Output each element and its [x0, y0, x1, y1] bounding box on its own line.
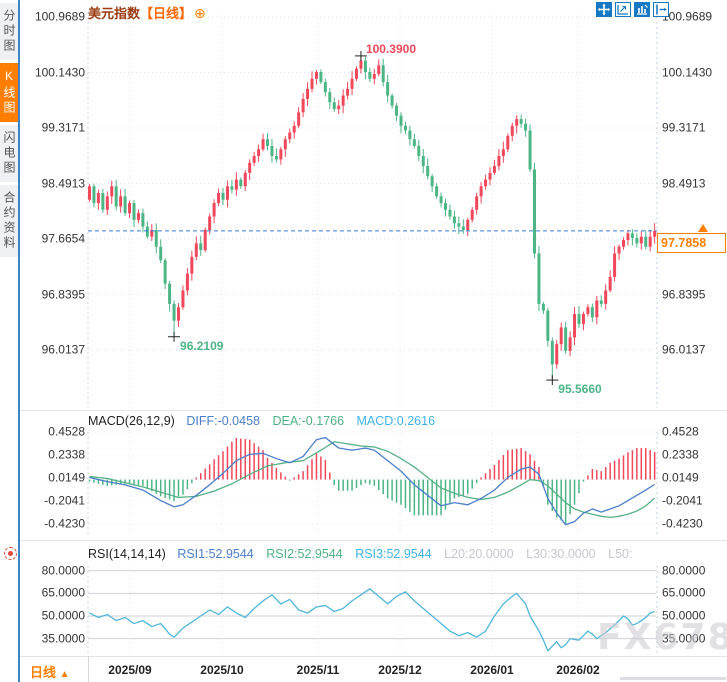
region-zoom-tool-icon[interactable]	[615, 2, 631, 17]
main-y-axis-label-left: 100.1430	[24, 66, 86, 79]
rsi-line	[89, 587, 655, 652]
x-axis-label: 2025/11	[296, 663, 340, 677]
macd-dea-value: DEA:-0.1766	[272, 414, 345, 428]
rsi3-value: RSI3:52.9544	[355, 547, 432, 561]
main-y-axis-label-left: 98.4913	[24, 177, 86, 190]
horizontal-scrollbar[interactable]	[620, 677, 726, 680]
rsi-y-axis-label-right: 50.0000	[661, 608, 707, 623]
axis-separator	[20, 656, 727, 657]
rsi1-value: RSI1:52.9544	[177, 547, 254, 561]
sidebar-tab-candlestick[interactable]: K线图	[0, 63, 18, 122]
rsi-l50-value: L50:	[608, 547, 633, 561]
main-y-axis-label-left: 100.9689	[24, 10, 86, 24]
x-axis-label: 2025/09	[108, 663, 152, 677]
macd-y-axis-label-right: -0.4230	[661, 516, 704, 531]
candles-layer	[88, 55, 657, 381]
x-axis-label: 2025/10	[200, 663, 244, 677]
x-axis-label: 2026/01	[470, 663, 514, 677]
main-y-axis-label-left: 97.6654	[24, 232, 86, 246]
grid-layer	[84, 12, 663, 653]
macd-y-axis-label-right: 0.2338	[661, 447, 700, 462]
macd-macd-value: MACD:0.2616	[356, 414, 436, 428]
extreme-annotation-low: 96.2109	[180, 338, 224, 353]
macd-histogram	[88, 438, 656, 524]
macd-y-axis-label-right: 0.0149	[661, 470, 700, 485]
main-y-axis-label-right: 96.8395	[661, 287, 707, 301]
indicator-flag-icon[interactable]	[4, 547, 17, 560]
rsi-y-axis-label-right: 35.0000	[661, 631, 707, 646]
exit-tool-icon[interactable]	[653, 2, 669, 17]
watermark: FX678	[597, 617, 727, 658]
sidebar-tab-contract-info[interactable]: 合约资料	[0, 185, 18, 257]
main-y-axis-label-right: 96.0137	[661, 342, 707, 357]
rsi2-value: RSI2:52.9544	[266, 547, 343, 561]
rsi-y-axis-label-left: 50.0000	[24, 609, 86, 623]
bottom-cell-divider	[88, 656, 89, 682]
rsi-y-axis-label-left: 80.0000	[24, 564, 86, 578]
extreme-markers	[168, 50, 559, 386]
sidebar-tab-timeline[interactable]: 分时图	[0, 3, 18, 60]
symbol-title: 美元指数	[88, 6, 141, 21]
rsi-y-axis-label-right: 80.0000	[661, 563, 707, 578]
macd-y-axis-label-right: 0.4528	[661, 424, 700, 439]
sidebar-tab-flash[interactable]: 闪电图	[0, 125, 18, 182]
interval-tag: 【日线】	[140, 6, 193, 21]
macd-header: MACD(26,12,9) DIFF:-0.0458 DEA:-0.1766 M…	[88, 414, 435, 428]
macd-y-axis-label-left: -0.4230	[24, 517, 86, 531]
extreme-annotation-low: 95.5660	[558, 382, 602, 397]
main-y-axis-label-right: 98.4913	[661, 176, 707, 190]
macd-y-axis-label-left: 0.2338	[24, 448, 86, 462]
interval-arrow-icon: ▲	[59, 669, 70, 680]
main-y-axis-label-right: 100.9689	[661, 9, 714, 24]
x-axis-label: 2025/12	[378, 663, 422, 677]
main-y-axis-label-right: 100.1430	[661, 65, 714, 79]
macd-y-axis-label-left: 0.0149	[24, 471, 86, 485]
price-marker-arrow-icon	[698, 224, 708, 232]
rsi-y-axis-label-left: 35.0000	[24, 632, 86, 646]
add-indicator-icon[interactable]: ⊕	[194, 5, 206, 21]
rsi-header: RSI(14,14,14) RSI1:52.9544 RSI2:52.9544 …	[88, 547, 632, 561]
macd-y-axis-label-right: -0.2041	[661, 493, 704, 508]
chart-style-tool-icon[interactable]	[634, 2, 650, 17]
main-y-axis-label-left: 96.0137	[24, 343, 86, 357]
macd-y-axis-label-left: 0.4528	[24, 425, 86, 439]
macd-dea-line	[89, 441, 656, 519]
interval-label: 日线	[30, 665, 57, 680]
main-y-axis-label-left: 99.3171	[24, 121, 86, 135]
macd-y-axis-label-left: -0.2041	[24, 494, 86, 508]
move-tool-icon[interactable]	[596, 2, 612, 17]
macd-diff-line	[89, 436, 656, 526]
rsi-title: RSI(14,14,14)	[88, 547, 166, 561]
current-price-box: 97.7858	[657, 233, 726, 253]
interval-selector[interactable]: 日线 ▲	[30, 662, 70, 681]
rsi-y-axis-label-right: 65.0000	[661, 585, 707, 600]
rsi-y-axis-label-left: 65.0000	[24, 586, 86, 600]
extreme-annotation-high: 100.3900	[365, 41, 416, 56]
macd-rsi-separator	[20, 540, 727, 541]
chart-toolbar	[596, 2, 669, 17]
chart-header: 美元指数【日线】 ⊕	[88, 3, 206, 22]
sidebar: 分时图 K线图 闪电图 合约资料	[0, 0, 20, 682]
x-axis-label: 2026/02	[556, 663, 600, 677]
macd-diff-value: DIFF:-0.0458	[186, 414, 260, 428]
rsi-l20-value: L20:20.0000	[444, 547, 514, 561]
main-macd-separator	[20, 410, 727, 411]
main-y-axis-label-right: 99.3171	[661, 120, 707, 135]
macd-title: MACD(26,12,9)	[88, 414, 175, 428]
main-y-axis-label-left: 96.8395	[24, 288, 86, 301]
rsi-l30-value: L30:30.0000	[526, 547, 596, 561]
